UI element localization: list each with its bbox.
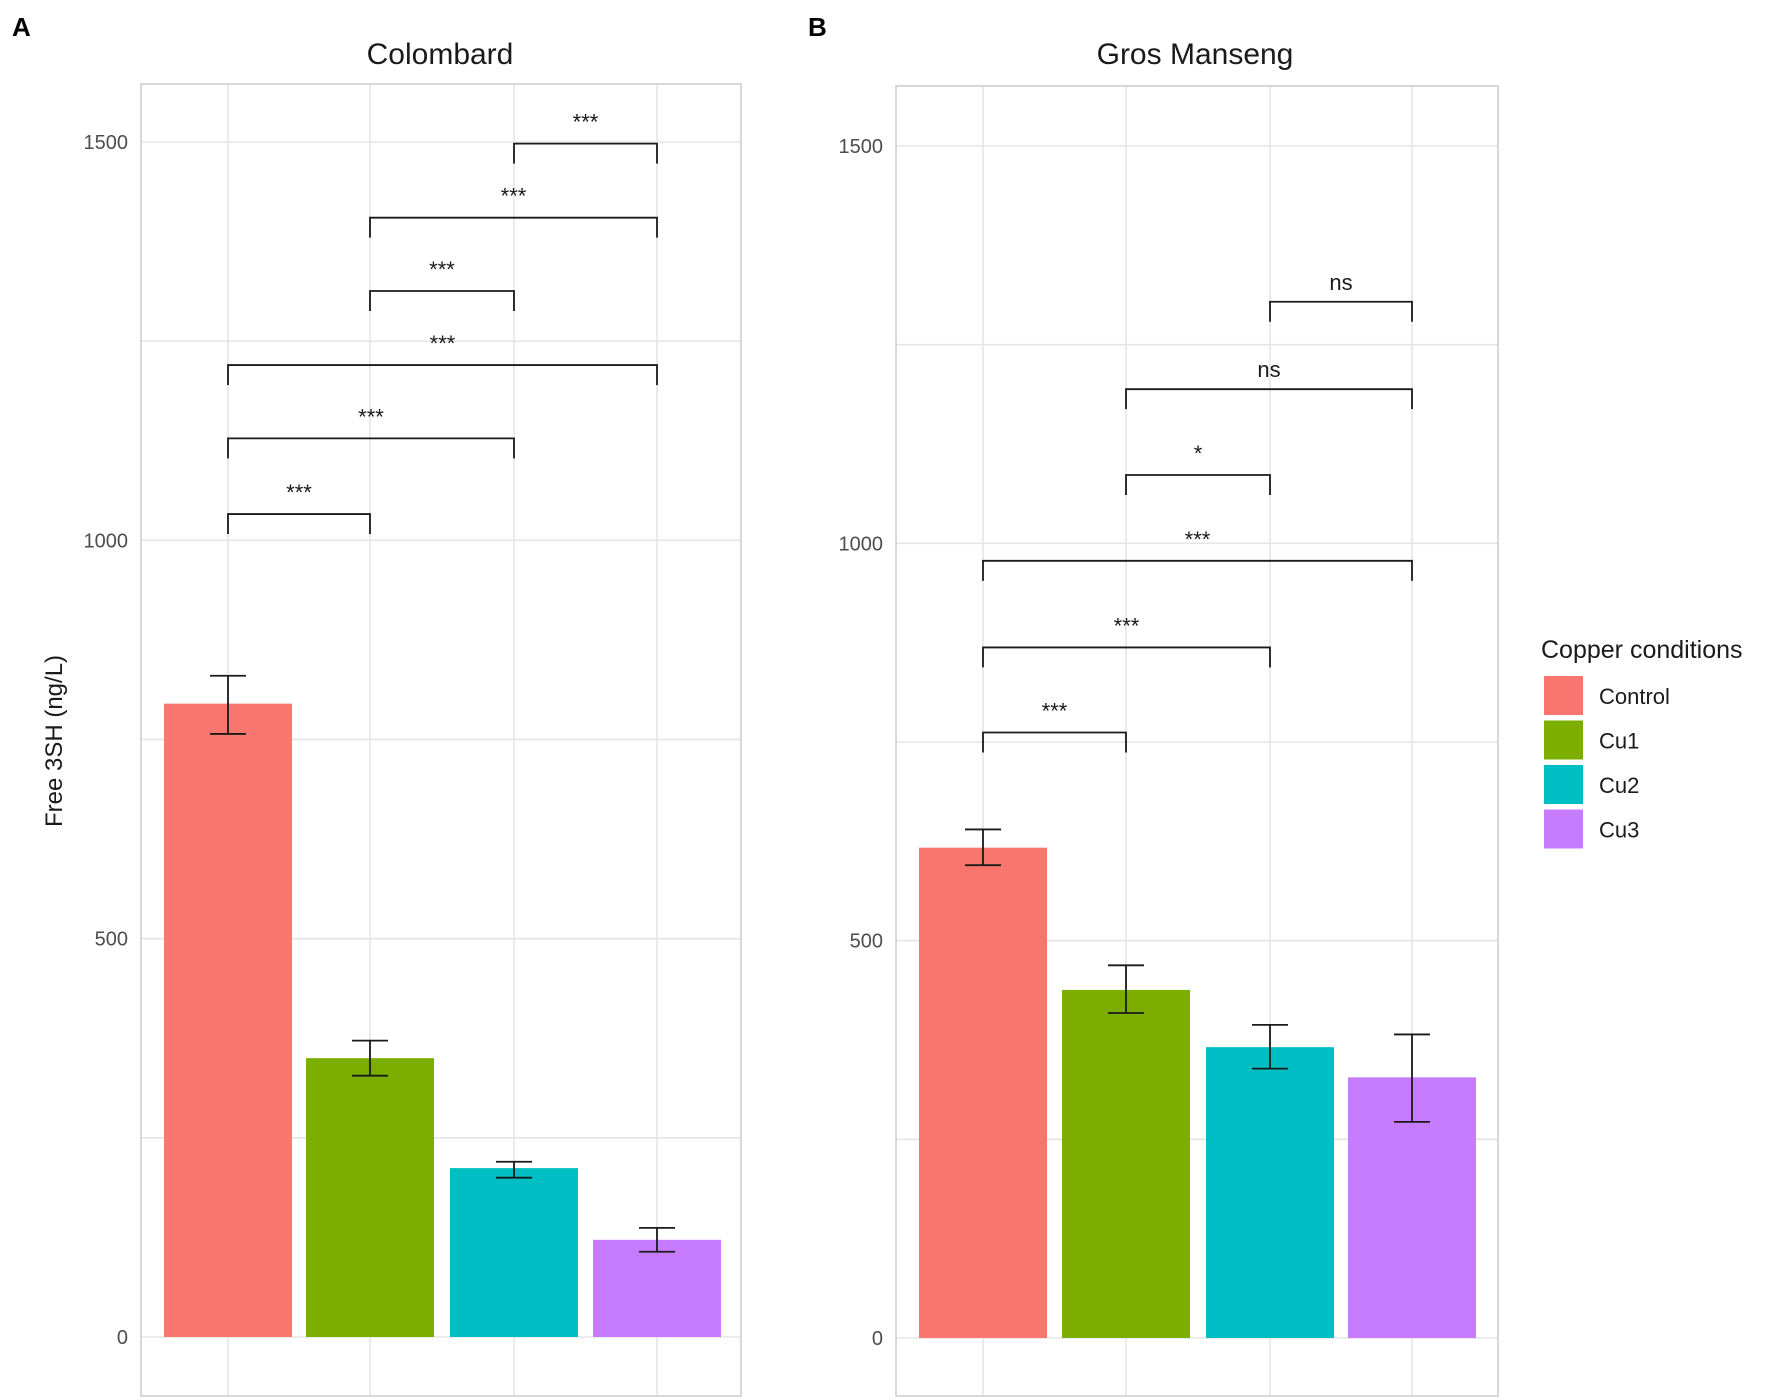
panel-a-y-tick-label: 0 bbox=[117, 1327, 128, 1349]
panel-a-error-bar-cu1 bbox=[352, 1039, 388, 1077]
panel-a-bracket-1 bbox=[227, 437, 515, 459]
panel-a-error-bars bbox=[210, 674, 675, 1253]
panel-b-bracket-label-1: *** bbox=[1114, 613, 1140, 638]
panel-a-y-tick-label: 1500 bbox=[84, 132, 129, 154]
panel-b-bracket-0 bbox=[982, 731, 1127, 753]
panel-a-bracket-5 bbox=[513, 142, 658, 164]
panel-colombard: A Colombard *** *** *** *** *** *** 0 500 1000 1… bbox=[12, 12, 742, 1397]
legend: Copper conditions Control Cu1 Cu2 Cu3 bbox=[1541, 636, 1743, 849]
panel-a-bracket-0 bbox=[227, 513, 371, 535]
legend-label-cu3: Cu3 bbox=[1599, 818, 1639, 843]
legend-key-cu2 bbox=[1544, 765, 1583, 804]
panel-b-error-bar-control bbox=[965, 828, 1001, 867]
panel-a-bracket-3 bbox=[369, 290, 515, 311]
panel-b-y-tick-label: 500 bbox=[850, 931, 883, 953]
panel-a-y-ticks: 0 500 1000 1500 bbox=[84, 132, 129, 1349]
panel-a-bar-cu2 bbox=[450, 1168, 578, 1337]
legend-label-cu2: Cu2 bbox=[1599, 773, 1639, 798]
panel-a-y-tick-label: 500 bbox=[95, 929, 128, 951]
panel-b-border bbox=[895, 85, 1499, 1397]
legend-key-control bbox=[1544, 676, 1583, 715]
panel-b-bracket-label-3: * bbox=[1194, 441, 1203, 466]
panel-a-bar-cu1 bbox=[306, 1058, 434, 1337]
panel-a-bracket-label-4: *** bbox=[501, 184, 527, 209]
panel-b-error-bar-cu3 bbox=[1394, 1033, 1430, 1123]
panel-b-error-bar-cu2 bbox=[1252, 1024, 1288, 1070]
panel-a-bar-cu3 bbox=[593, 1239, 721, 1337]
panel-a-bracket-label-2: *** bbox=[430, 331, 456, 356]
panel-b-bracket-label-5: ns bbox=[1329, 270, 1352, 295]
panel-b-error-bars bbox=[965, 828, 1430, 1123]
panel-b-bar-cu2 bbox=[1206, 1047, 1334, 1338]
panel-b-bar-control bbox=[919, 847, 1047, 1338]
panel-b-bar-cu1 bbox=[1062, 989, 1190, 1338]
panel-b-bracket-label-0: *** bbox=[1042, 698, 1068, 723]
legend-key-cu1 bbox=[1544, 720, 1583, 760]
legend-title: Copper conditions bbox=[1541, 636, 1743, 664]
panel-a-significance-brackets: *** *** *** *** *** *** bbox=[227, 110, 658, 535]
panel-b-letter: B bbox=[808, 12, 827, 42]
panel-a-letter: A bbox=[12, 12, 31, 42]
panel-b-bars bbox=[919, 847, 1476, 1338]
panel-b-bracket-5 bbox=[1269, 300, 1413, 322]
panel-a-error-bar-cu3 bbox=[639, 1226, 675, 1253]
panel-b-error-bar-cu1 bbox=[1108, 964, 1144, 1014]
legend-label-cu1: Cu1 bbox=[1599, 729, 1639, 754]
panel-a-title: Colombard bbox=[367, 38, 514, 71]
panel-a-bracket-label-3: *** bbox=[429, 257, 455, 282]
panel-b-bracket-3 bbox=[1125, 474, 1271, 495]
legend-key-cu3 bbox=[1544, 809, 1583, 849]
panel-b-bracket-label-2: *** bbox=[1185, 527, 1211, 552]
panel-b-title: Gros Manseng bbox=[1097, 38, 1294, 71]
panel-b-y-tick-label: 0 bbox=[872, 1328, 883, 1350]
panel-b-bracket-2 bbox=[982, 559, 1413, 581]
panel-b-bracket-label-4: ns bbox=[1257, 357, 1280, 382]
legend-label-control: Control bbox=[1599, 684, 1670, 709]
panel-b-bracket-1 bbox=[982, 646, 1271, 668]
panel-a-bracket-label-0: *** bbox=[286, 480, 312, 505]
panel-a-y-tick-label: 1000 bbox=[84, 530, 129, 552]
panel-a-bar-control bbox=[164, 703, 292, 1337]
panel-a-bars bbox=[164, 703, 721, 1337]
panel-b-y-ticks: 0 500 1000 1500 bbox=[839, 136, 884, 1350]
legend-items: Control Cu1 Cu2 Cu3 bbox=[1544, 676, 1670, 849]
panel-a-error-bar-control bbox=[210, 674, 246, 735]
panel-a-border bbox=[140, 83, 742, 1397]
panel-b-y-tick-label: 1000 bbox=[839, 533, 884, 555]
y-axis-title: Free 3SH (ng/L) bbox=[41, 655, 68, 827]
panel-a-error-bar-cu2 bbox=[496, 1160, 532, 1179]
panel-a-bracket-label-5: *** bbox=[573, 110, 599, 135]
panel-a-bracket-2 bbox=[227, 364, 658, 386]
panel-b-bracket-4 bbox=[1125, 388, 1413, 410]
panel-b-y-tick-label: 1500 bbox=[839, 136, 884, 158]
panel-a-bracket-label-1: *** bbox=[358, 404, 384, 429]
panel-a-bracket-4 bbox=[369, 216, 658, 238]
